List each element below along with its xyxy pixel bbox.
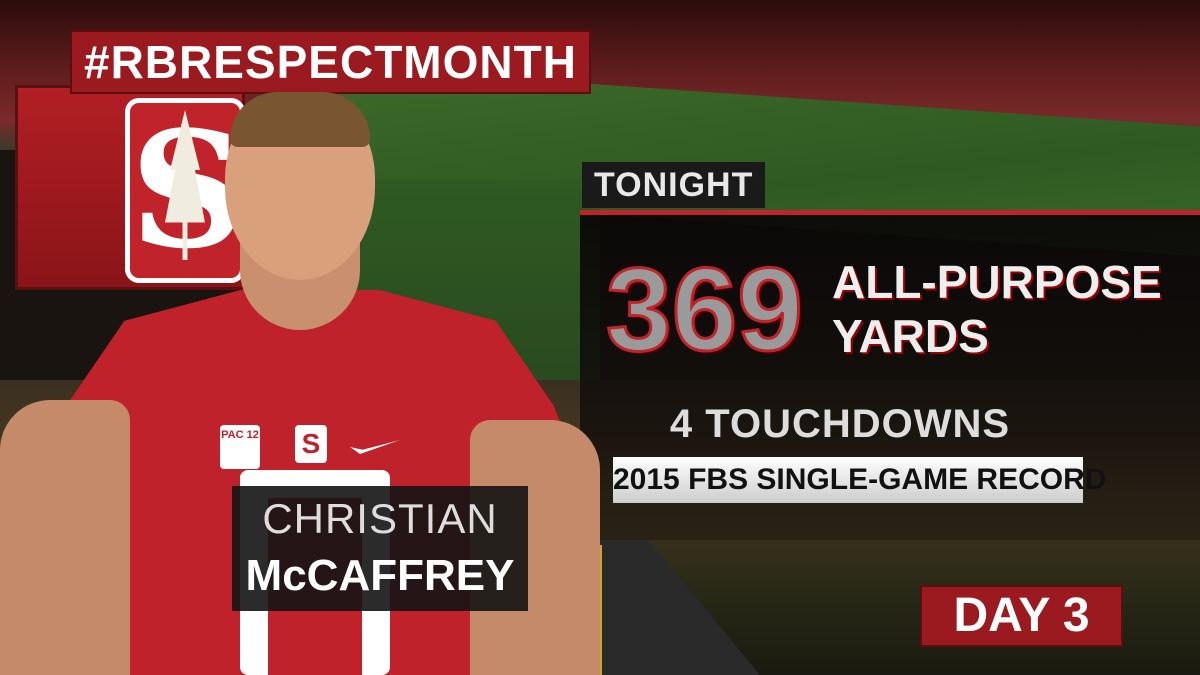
name-plate (232, 486, 528, 611)
road-center-line (598, 545, 602, 675)
stat-label-line1: ALL-PURPOSE (832, 256, 1162, 308)
player-first-name: CHRISTIAN (262, 495, 498, 542)
record-banner: 2015 FBS SINGLE-GAME RECORD (613, 457, 1106, 503)
tonight-tag: TONIGHT (582, 162, 766, 208)
day-badge: DAY 3 (920, 585, 1123, 647)
stat-label-line2: YARDS (832, 310, 989, 362)
player-last-name: McCAFFREY (245, 551, 515, 600)
secondary-stat: 4 TOUCHDOWNS (669, 402, 1011, 446)
stat-value: 369 (606, 250, 804, 370)
stat-label: ALL-PURPOSE YARDS (832, 255, 1162, 363)
chest-s-logo: S (295, 425, 327, 463)
hashtag-banner: #RBRESPECTMONTH (70, 30, 591, 94)
player-hair (230, 92, 370, 147)
player-left-arm (0, 400, 130, 675)
pac12-logo: PAC 12 (220, 425, 260, 469)
